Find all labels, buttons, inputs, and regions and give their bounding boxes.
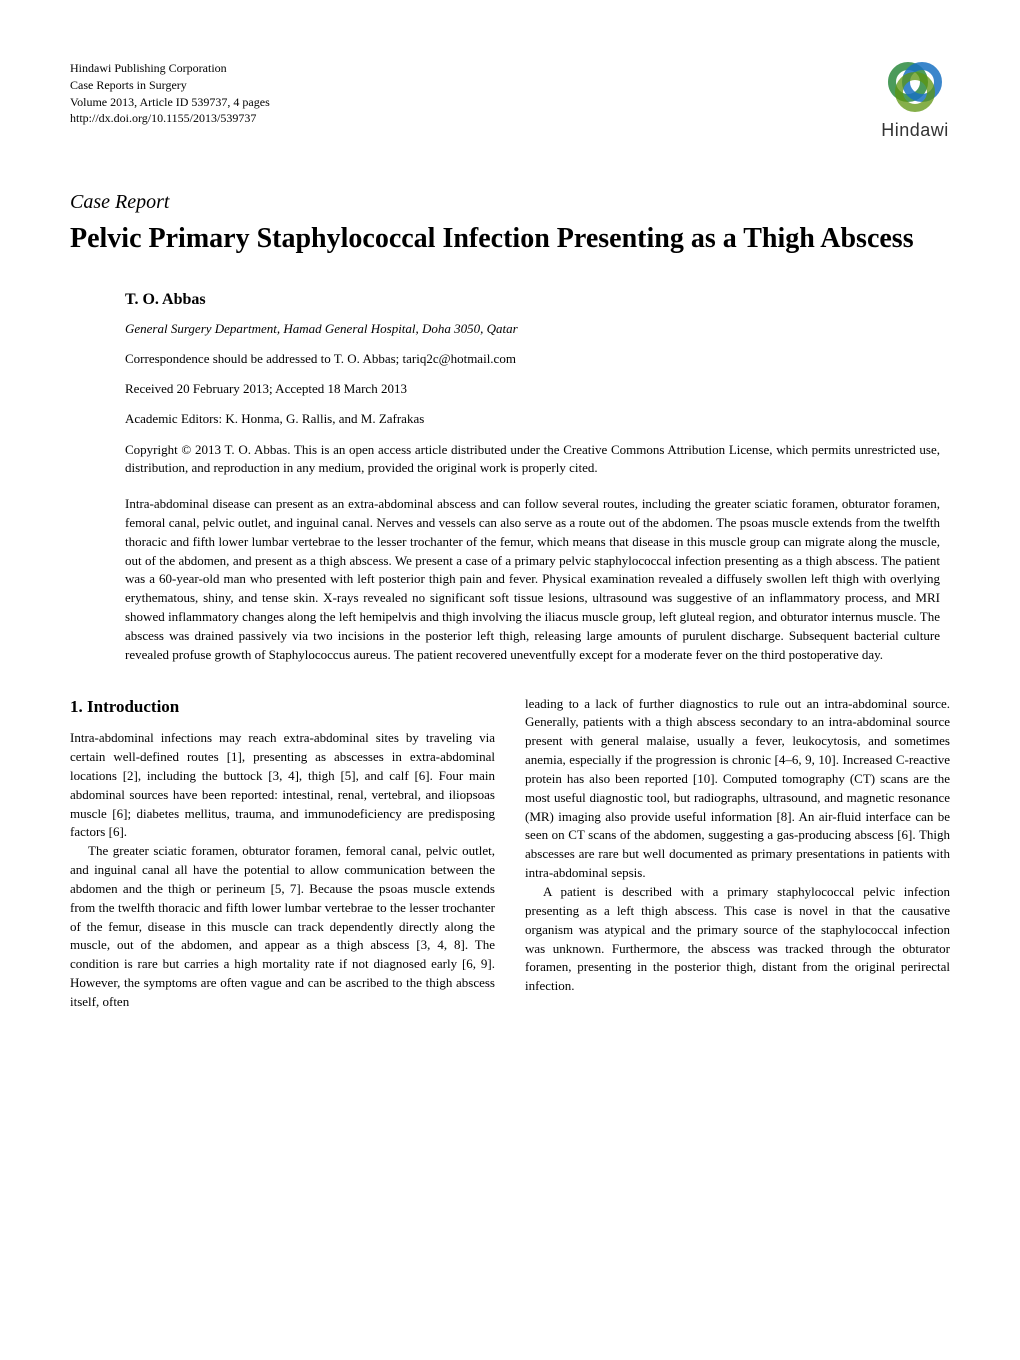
doi-url: http://dx.doi.org/10.1155/2013/539737 <box>70 110 270 127</box>
header-row: Hindawi Publishing Corporation Case Repo… <box>70 60 950 141</box>
journal-name: Case Reports in Surgery <box>70 77 270 94</box>
copyright-text: Copyright © 2013 T. O. Abbas. This is an… <box>125 441 940 477</box>
left-column: 1. Introduction Intra-abdominal infectio… <box>70 695 495 1012</box>
publisher-info: Hindawi Publishing Corporation Case Repo… <box>70 60 270 127</box>
right-column: leading to a lack of further diagnostics… <box>525 695 950 1012</box>
publisher-logo: Hindawi <box>880 60 950 141</box>
hindawi-logo-icon <box>880 60 950 115</box>
col2-paragraph-1: leading to a lack of further diagnostics… <box>525 695 950 883</box>
dates-line: Received 20 February 2013; Accepted 18 M… <box>125 381 950 397</box>
intro-paragraph-1: Intra-abdominal infections may reach ext… <box>70 729 495 842</box>
article-title: Pelvic Primary Staphylococcal Infection … <box>70 222 950 256</box>
correspondence-line: Correspondence should be addressed to T.… <box>125 351 950 367</box>
col2-paragraph-2: A patient is described with a primary st… <box>525 883 950 996</box>
body-columns: 1. Introduction Intra-abdominal infectio… <box>70 695 950 1012</box>
publisher-logo-text: Hindawi <box>881 120 949 141</box>
volume-info: Volume 2013, Article ID 539737, 4 pages <box>70 94 270 111</box>
author-affiliation: General Surgery Department, Hamad Genera… <box>125 321 950 337</box>
editors-line: Academic Editors: K. Honma, G. Rallis, a… <box>125 411 950 427</box>
introduction-heading: 1. Introduction <box>70 695 495 720</box>
article-type: Case Report <box>70 191 950 214</box>
publisher-name: Hindawi Publishing Corporation <box>70 60 270 77</box>
intro-paragraph-2: The greater sciatic foramen, obturator f… <box>70 842 495 1012</box>
author-name: T. O. Abbas <box>125 291 950 309</box>
abstract-text: Intra-abdominal disease can present as a… <box>125 495 940 665</box>
